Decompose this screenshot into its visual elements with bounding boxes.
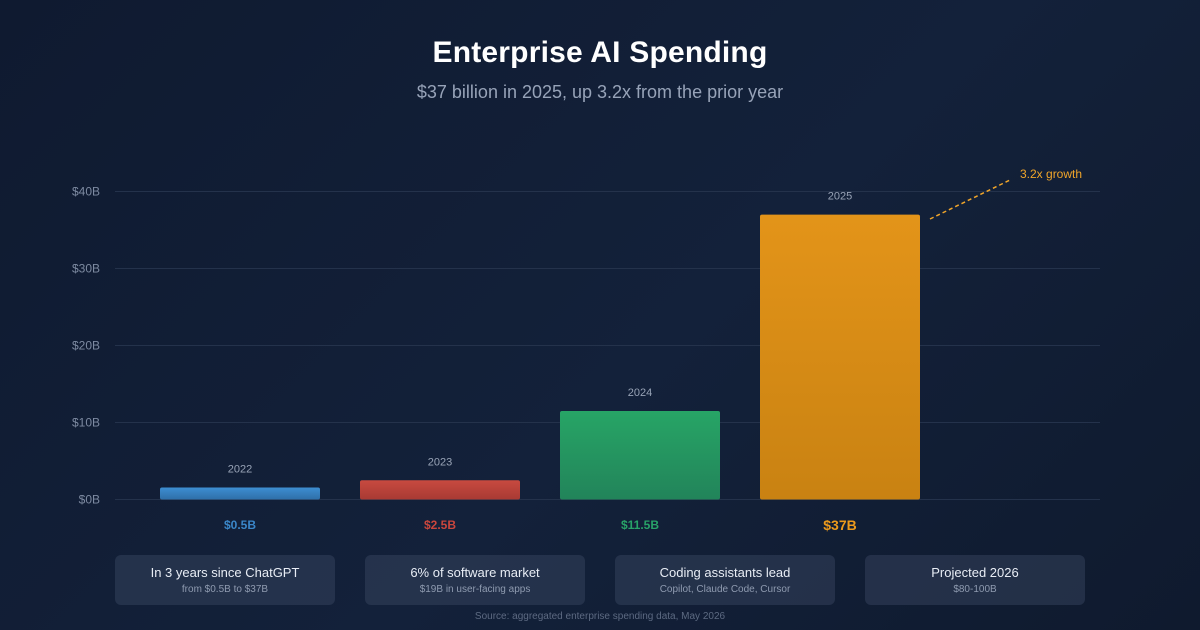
stat-card-coding-assistants: Coding assistants lead Copilot, Claude C… [615, 555, 835, 605]
value-label: $2.5B [424, 518, 456, 532]
category-label: 2024 [628, 387, 652, 399]
bar-2024 [560, 410, 720, 500]
bar-2025 [760, 214, 920, 500]
growth-annotation: 3.2x growth [1020, 167, 1082, 181]
value-label: $11.5B [621, 518, 659, 532]
source-note: Source: aggregated enterprise spending d… [474, 611, 726, 622]
stat-cards: In 3 years since ChatGPT from $0.5B to $… [115, 555, 1085, 605]
stat-card-title: 6% of software market [410, 565, 540, 580]
y-tick-label: $10B [72, 416, 100, 430]
chart-subtitle: $37 billion in 2025, up 3.2x from the pr… [416, 82, 784, 102]
y-tick-label: $20B [72, 339, 100, 353]
value-label: $37B [823, 517, 856, 533]
category-label: 2023 [428, 456, 452, 468]
stat-card-title: Coding assistants lead [659, 565, 791, 580]
bar-2022 [160, 487, 320, 500]
category-label: 2022 [228, 464, 252, 476]
chart-title: Enterprise AI Spending [432, 36, 768, 69]
growth-annotation-line [929, 179, 1011, 220]
stat-card-software-market: 6% of software market $19B in user-facin… [365, 555, 585, 605]
stat-card-title: In 3 years since ChatGPT [150, 565, 300, 580]
stat-card-chatgpt: In 3 years since ChatGPT from $0.5B to $… [115, 555, 335, 605]
y-tick-label: $0B [79, 493, 100, 507]
stat-card-title: Projected 2026 [931, 565, 1019, 580]
y-tick-label: $40B [72, 185, 100, 199]
y-tick-label: $30B [72, 262, 100, 276]
stat-card-subtitle: from $0.5B to $37B [181, 584, 269, 595]
stat-card-subtitle: $19B in user-facing apps [419, 584, 531, 595]
stat-card-subtitle: Copilot, Claude Code, Cursor [659, 584, 791, 595]
value-label: $0.5B [224, 518, 256, 532]
category-label: 2025 [828, 191, 852, 203]
stat-card-projected-2026: Projected 2026 $80-100B [865, 555, 1085, 605]
stat-card-subtitle: $80-100B [953, 584, 997, 595]
bar-2023 [360, 480, 520, 500]
